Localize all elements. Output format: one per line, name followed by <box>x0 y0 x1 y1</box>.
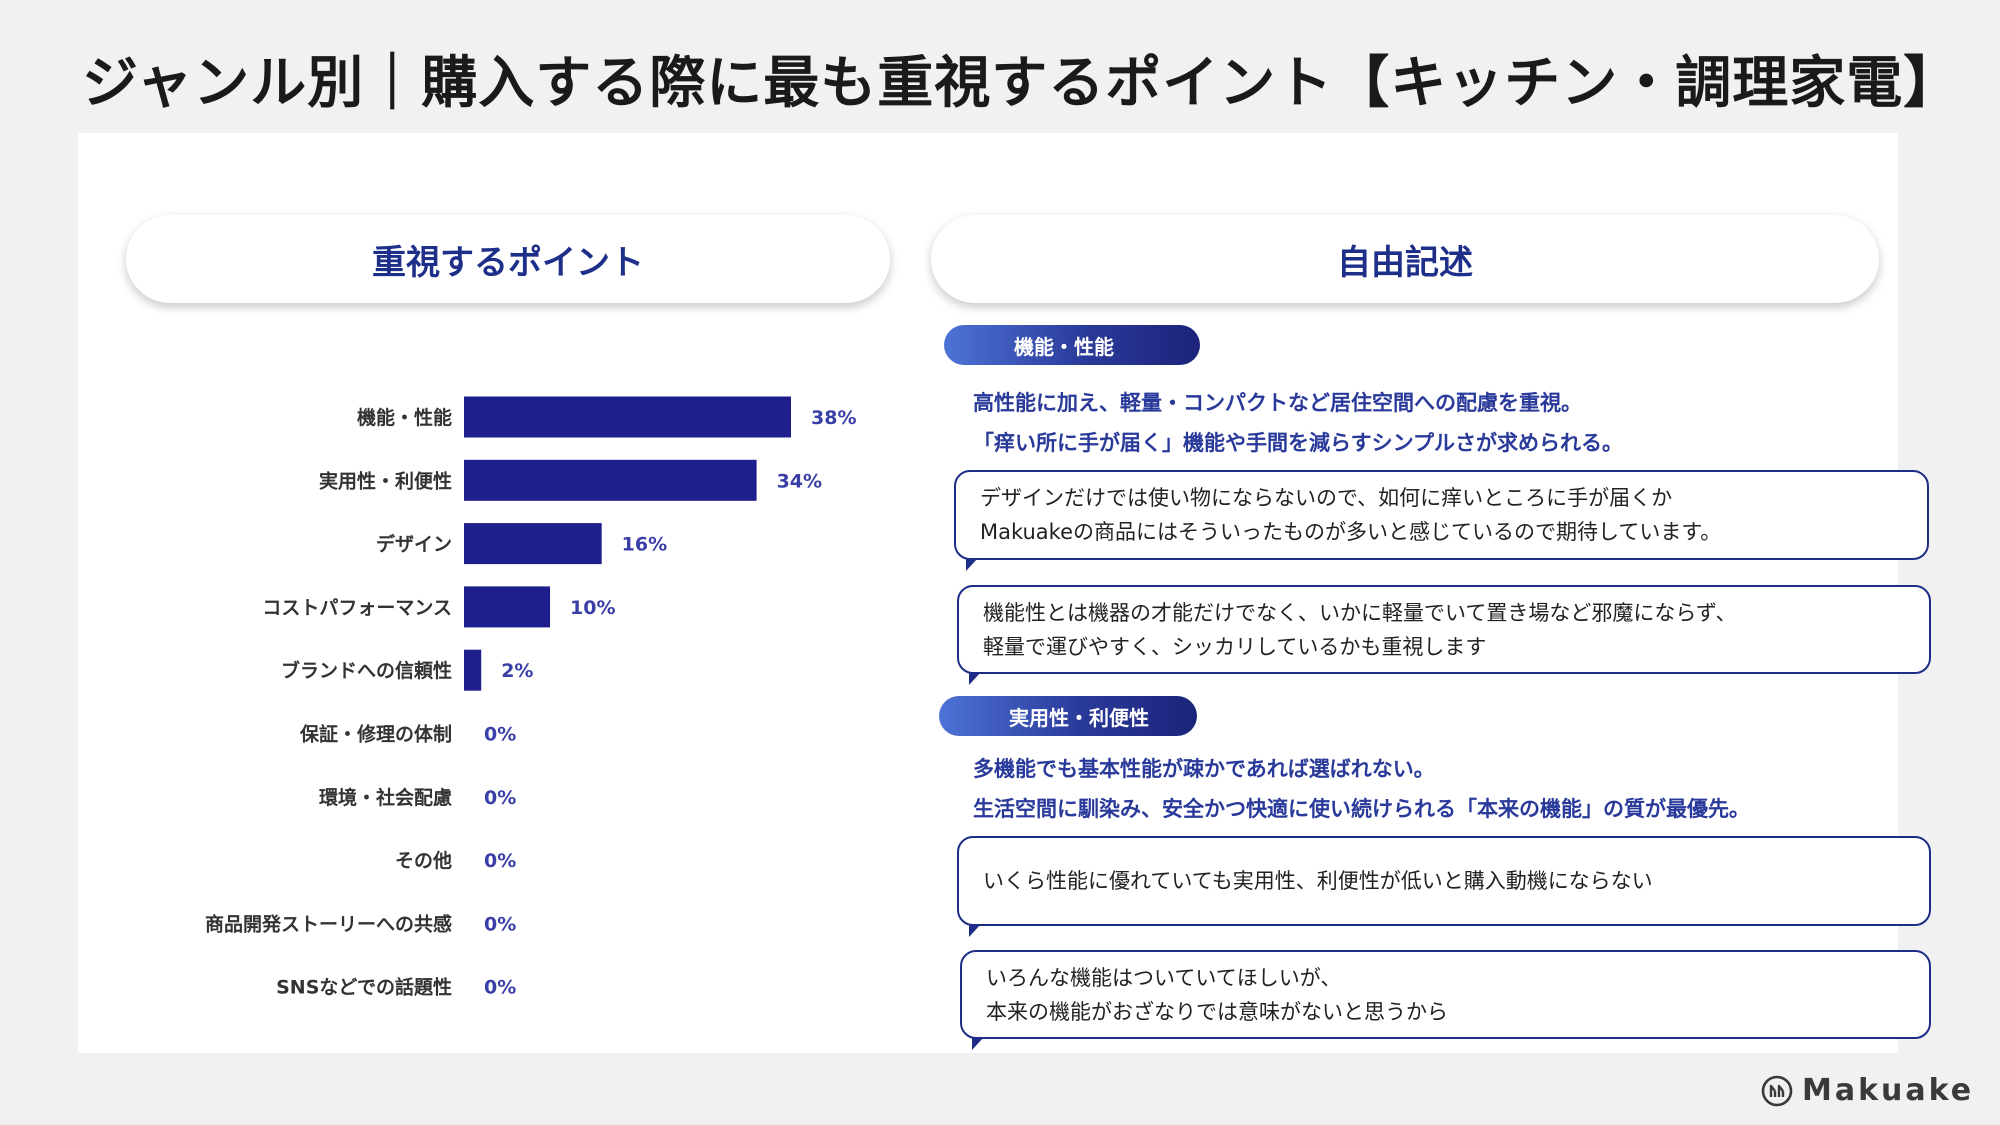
category-label: ブランドへの信頼性 <box>281 659 452 682</box>
value-label: 10% <box>570 597 615 619</box>
category-label: 商品開発ストーリーへの共感 <box>205 912 452 935</box>
category-label: デザイン <box>376 533 452 556</box>
category-label: 環境・社会配慮 <box>319 786 452 809</box>
summary-line: 多機能でも基本性能が疎かであれば選ばれない。 <box>973 757 1435 781</box>
comment-bubble: デザインだけでは使い物にならないので、如何に痒いところに手が届くか Makuak… <box>954 470 1929 571</box>
comment-bubble: いくら性能に優れていても実用性、利便性が低いと購入動機にならない <box>957 836 1931 937</box>
value-label: 16% <box>622 534 667 556</box>
category-label: その他 <box>395 849 452 872</box>
value-label: 0% <box>484 724 516 746</box>
value-label: 2% <box>501 660 533 682</box>
makuake-mark-icon <box>1761 1075 1793 1106</box>
value-label: 0% <box>484 850 516 872</box>
comment-line: 本来の機能がおざなりでは意味がないと思うから <box>986 999 1448 1024</box>
free-text-section-header: 自由記述 <box>931 215 1879 303</box>
comment-line: いろんな機能はついていてほしいが、 <box>986 965 1342 990</box>
value-label: 34% <box>777 470 822 492</box>
bar <box>464 649 482 691</box>
category-label: 保証・修理の体制 <box>299 723 452 746</box>
value-label: 0% <box>484 977 516 999</box>
summary-line: 「痒い所に手が届く」機能や手間を減らすシンプルさが求められる。 <box>973 431 1623 455</box>
bar <box>464 586 551 628</box>
makuake-logo: Makuake <box>1760 1073 1974 1108</box>
comment-line: Makuakeの商品にはそういったものが多いと感じているので期待しています。 <box>980 520 1722 544</box>
category-label: コストパフォーマンス <box>262 597 452 619</box>
content-panel: 重視するポイント 自由記述 機能・性能 38% 実用性・利便性 34% デザイン 16% コ… <box>78 133 1931 1053</box>
value-label: 0% <box>484 913 516 935</box>
bar <box>464 523 602 565</box>
logo-text: Makuake <box>1802 1073 1975 1108</box>
section-summary-practicality: 多機能でも基本性能が疎かであれば選ばれない。 生活空間に馴染み、安全かつ快適に使… <box>973 749 1750 829</box>
comment-bubble: 機能性とは機器の才能だけでなく、いかに軽量でいて置き場など邪魔にならず、 軽量で… <box>957 585 1931 685</box>
comment-bubble: いろんな機能はついていてほしいが、 本来の機能がおざなりでは意味がないと思うから <box>960 950 1931 1050</box>
comment-line: 機能性とは機器の才能だけでなく、いかに軽量でいて置き場など邪魔にならず、 <box>983 600 1737 625</box>
value-label: 38% <box>811 407 856 429</box>
comment-line: 軽量で運びやすく、シッカリしているかも重視します <box>983 634 1487 659</box>
summary-line: 生活空間に馴染み、安全かつ快適に使い続けられる「本来の機能」の質が最優先。 <box>973 797 1750 821</box>
comment-line: デザインだけでは使い物にならないので、如何に痒いところに手が届くか <box>980 486 1673 510</box>
section-tag-function: 機能・性能 <box>944 325 1200 365</box>
category-label: 実用性・利便性 <box>319 469 452 492</box>
page-title: ジャンル別｜購入する際に最も重視するポイント【キッチン・調理家電】 <box>82 51 1961 116</box>
chart-section-header: 重視するポイント <box>126 215 890 303</box>
bar-chart: 機能・性能 38% 実用性・利便性 34% デザイン 16% コストパフォーマンス 10% ブラ… <box>205 396 856 999</box>
value-label: 0% <box>484 787 516 809</box>
section-tag-practicality: 実用性・利便性 <box>939 696 1197 736</box>
section-summary-function: 高性能に加え、軽量・コンパクトなど居住空間への配慮を重視。 「痒い所に手が届く」… <box>973 383 1623 463</box>
category-label: SNSなどでの話題性 <box>276 976 452 999</box>
comment-line: いくら性能に優れていても実用性、利便性が低いと購入動機にならない <box>983 869 1653 893</box>
category-label: 機能・性能 <box>357 406 452 429</box>
bar <box>464 459 757 501</box>
summary-line: 高性能に加え、軽量・コンパクトなど居住空間への配慮を重視。 <box>973 391 1582 415</box>
bar <box>464 396 791 438</box>
